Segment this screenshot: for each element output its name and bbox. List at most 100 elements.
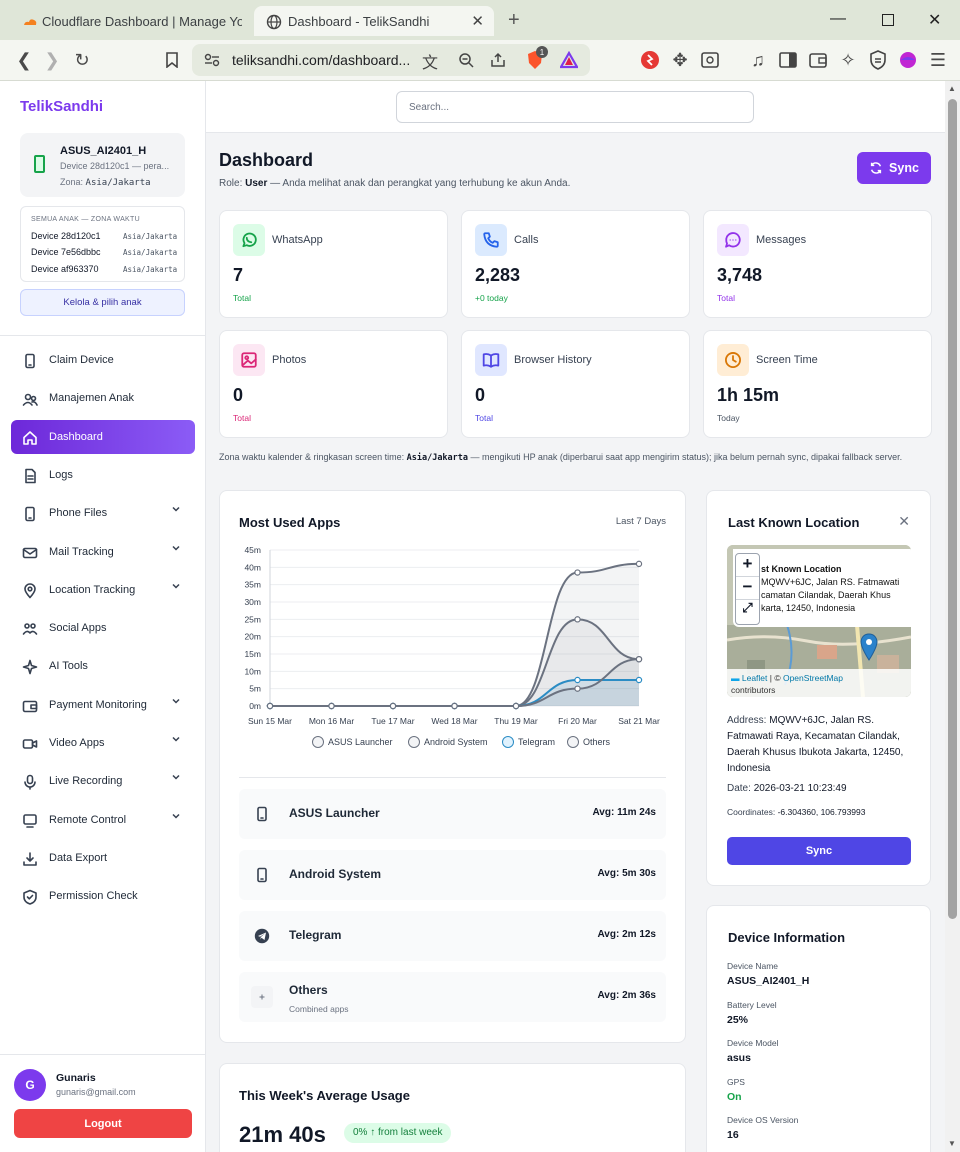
data-point [574, 685, 581, 692]
browser-tab-cloudflare[interactable]: Cloudflare Dashboard | Manage Your [12, 6, 247, 36]
leaflet-link[interactable]: Leaflet [741, 673, 768, 683]
legend-item[interactable]: Android System [408, 736, 488, 748]
current-device-card[interactable]: ASUS_AI2401_H Device 28d120c1 — pera... … [20, 133, 185, 197]
x-tick-label: Fri 20 Mar [558, 716, 597, 726]
sync-button[interactable]: Sync [857, 152, 931, 184]
brand-logo[interactable]: TelikSandhi [20, 98, 104, 115]
zoom-out-icon[interactable]: − [736, 577, 759, 600]
fullscreen-icon[interactable]: ⤢ [742, 600, 753, 615]
reload-icon[interactable]: ↻ [74, 49, 90, 70]
avatar[interactable]: G [14, 1069, 46, 1101]
new-tab-icon[interactable]: + [508, 9, 520, 31]
location-map[interactable]: st Known Location MQWV+6JC, Jalan RS. Fa… [727, 545, 911, 697]
zoom-in-icon[interactable]: + [736, 554, 759, 577]
app-row-telegram[interactable]: Telegram Avg: 2m 12s [239, 911, 666, 961]
kid-device-name[interactable]: Device 7e56dbbc [31, 247, 101, 257]
stat-card-whatsapp[interactable]: WhatsApp 7 Total [219, 210, 448, 318]
stat-card-photos[interactable]: Photos 0 Total [219, 330, 448, 438]
legend-label: Others [583, 737, 611, 747]
site-settings-icon[interactable] [204, 53, 220, 67]
stat-card-calls[interactable]: Calls 2,283 +0 today [461, 210, 690, 318]
kid-device-name[interactable]: Device af963370 [31, 264, 99, 274]
window-close-icon[interactable]: ✕ [928, 12, 942, 29]
sidebar-item-ai-tools[interactable]: AI Tools [11, 649, 195, 683]
back-icon[interactable]: ❮ [16, 49, 32, 70]
legend-item[interactable]: ASUS Launcher [312, 736, 393, 748]
y-tick-label: 20m [244, 632, 261, 642]
leo-ai-icon[interactable]: ✧ [840, 49, 856, 70]
zoom-icon[interactable] [458, 52, 474, 68]
sidebar-item-social-apps[interactable]: Social Apps [11, 611, 195, 645]
clock-icon [717, 344, 749, 376]
vpn-shield-icon[interactable] [866, 48, 890, 72]
legend-swatch [502, 736, 514, 748]
popup-title: st Known Location [761, 564, 842, 574]
location-sync-button[interactable]: Sync [727, 837, 911, 865]
extensions-puzzle-icon[interactable]: ✥ [672, 49, 688, 70]
close-tab-icon[interactable]: ✕ [471, 13, 484, 30]
usage-chart: 0m 5m 10m 15m 20m 25m 30m 35m 40m 45m Sun 15 Mar Mo… [244, 545, 660, 726]
chevron-down-icon [171, 504, 181, 514]
browser-tab-dashboard[interactable]: Dashboard - TelikSandhi ✕ [254, 6, 494, 36]
chevron-down-icon [171, 772, 181, 782]
profile-icon[interactable] [896, 48, 920, 72]
logout-button[interactable]: Logout [14, 1109, 192, 1138]
share-icon[interactable] [490, 52, 506, 68]
sidebar-item-mail-tracking[interactable]: Mail Tracking [11, 535, 195, 569]
translate-icon[interactable]: 文 [422, 55, 439, 72]
sidebar-item-label: Video Apps [49, 737, 105, 749]
manage-kids-button[interactable]: Kelola & pilih anak [20, 289, 185, 316]
sidebar-item-payment-monitoring[interactable]: Payment Monitoring [11, 688, 195, 722]
scroll-thumb[interactable] [948, 99, 957, 919]
extension-red-icon[interactable] [638, 48, 662, 72]
bookmark-icon[interactable] [160, 48, 184, 72]
sidebar-item-claim-device[interactable]: Claim Device [11, 343, 195, 377]
stat-card-browser-history[interactable]: Browser History 0 Total [461, 330, 690, 438]
legend-item[interactable]: Others [567, 736, 610, 748]
kids-panel-title: SEMUA ANAK — ZONA WAKTU [31, 216, 140, 223]
data-point [635, 676, 643, 684]
app-row-others[interactable]: Others Combined apps Avg: 2m 36s [239, 972, 666, 1022]
osm-link[interactable]: OpenStreetMap [782, 673, 843, 683]
app-row-asus-launcher[interactable]: ASUS Launcher Avg: 11m 24s [239, 789, 666, 839]
kid-device-zone: Asia/Jakarta [123, 265, 178, 274]
close-icon[interactable]: ✕ [898, 513, 910, 529]
page-scrollbar[interactable]: ▲ ▼ [945, 81, 960, 1152]
minimize-icon[interactable]: — [830, 10, 846, 27]
app-avg: Avg: 2m 36s [597, 990, 656, 1001]
map-marker-icon[interactable] [860, 633, 878, 661]
sidebar-item-permission-check[interactable]: Permission Check [11, 879, 195, 913]
brave-rewards-icon[interactable] [560, 51, 578, 69]
forward-icon[interactable]: ❯ [44, 49, 60, 70]
sidebar-item-data-export[interactable]: Data Export [11, 841, 195, 875]
search-input[interactable]: Search... [396, 91, 754, 123]
wallet-icon[interactable] [806, 48, 830, 72]
scroll-up-icon[interactable]: ▲ [948, 84, 956, 93]
kid-device-name[interactable]: Device 28d120c1 [31, 231, 101, 241]
reader-icon[interactable] [698, 48, 722, 72]
stat-card-screen-time[interactable]: Screen Time 1h 15m Today [703, 330, 932, 438]
app-row-android-system[interactable]: Android System Avg: 5m 30s [239, 850, 666, 900]
sidebar-item-logs[interactable]: Logs [11, 458, 195, 492]
sidebar-item-label: Claim Device [49, 354, 114, 366]
media-icon[interactable]: ♫ [751, 49, 765, 70]
range-label[interactable]: Last 7 Days [615, 516, 666, 527]
maximize-icon[interactable] [882, 14, 894, 26]
menu-icon[interactable]: ☰ [929, 49, 947, 70]
sidebar-item-manajemen-anak[interactable]: Manajemen Anak [11, 381, 195, 415]
sidebar-toggle-icon[interactable] [776, 48, 800, 72]
phone-icon [251, 864, 273, 886]
sidebar-item-video-apps[interactable]: Video Apps [11, 726, 195, 760]
address-bar[interactable]: teliksandhi.com/dashboard... 文 1 [192, 44, 590, 76]
stat-card-messages[interactable]: Messages 3,748 Total [703, 210, 932, 318]
page-title: Dashboard [219, 150, 314, 170]
phone-icon [22, 506, 36, 522]
scroll-down-icon[interactable]: ▼ [948, 1139, 956, 1148]
app-name: Android System [289, 867, 382, 881]
sidebar-item-location-tracking[interactable]: Location Tracking [11, 573, 195, 607]
sidebar-item-live-recording[interactable]: Live Recording [11, 764, 195, 798]
sidebar-item-remote-control[interactable]: Remote Control [11, 803, 195, 837]
sidebar-item-dashboard[interactable]: Dashboard [11, 419, 195, 454]
legend-item[interactable]: Telegram [502, 736, 555, 748]
sidebar-item-phone-files[interactable]: Phone Files [11, 496, 195, 530]
